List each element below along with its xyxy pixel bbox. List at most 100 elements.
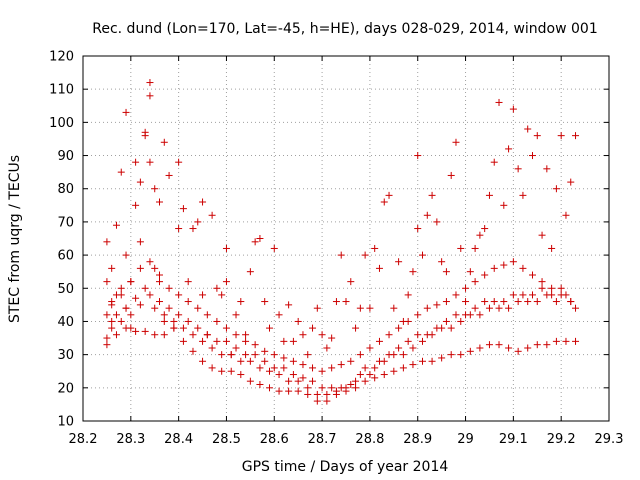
data-point — [390, 367, 398, 375]
data-point — [481, 225, 489, 233]
data-point — [103, 238, 111, 246]
data-point — [371, 374, 379, 382]
data-point — [136, 264, 144, 272]
data-point — [156, 198, 164, 206]
data-point — [146, 291, 154, 299]
x-tick-label: 28.3 — [116, 432, 145, 447]
data-point — [132, 158, 140, 166]
data-point — [256, 235, 264, 242]
data-point — [567, 178, 575, 186]
y-tick-label: 30 — [57, 348, 74, 363]
data-point — [562, 211, 570, 219]
data-point — [122, 324, 130, 332]
data-point — [505, 145, 513, 153]
data-point — [136, 238, 144, 246]
data-point — [294, 317, 302, 325]
data-point — [514, 165, 522, 173]
data-point — [352, 384, 360, 392]
grid-lines — [83, 56, 609, 421]
data-point — [309, 324, 317, 332]
data-point — [108, 298, 116, 306]
data-point — [543, 165, 551, 173]
data-point — [242, 351, 250, 359]
data-point — [242, 331, 250, 339]
data-point — [485, 304, 493, 312]
data-point — [438, 324, 446, 332]
x-tick-label: 28.7 — [308, 432, 337, 447]
data-point — [222, 244, 230, 252]
x-tick-label: 28.9 — [403, 432, 432, 447]
data-point — [160, 317, 168, 325]
data-point — [462, 298, 470, 306]
data-point — [199, 357, 207, 365]
data-point — [567, 298, 575, 306]
data-point — [361, 251, 369, 259]
data-point — [533, 341, 541, 349]
data-point — [414, 331, 422, 339]
data-point — [313, 390, 321, 398]
data-point — [189, 347, 197, 355]
data-point — [265, 384, 273, 392]
data-point — [414, 152, 422, 160]
axis-ticks: 28.2 28.3 28.4 28.5 28.6 28.7 28.8 28.9 29 29.1 29… — [49, 50, 623, 448]
data-point — [208, 344, 216, 352]
data-point — [112, 311, 120, 319]
data-point — [361, 364, 369, 372]
data-point — [380, 371, 388, 379]
data-point — [528, 271, 536, 279]
data-point — [222, 337, 230, 345]
data-point — [390, 351, 398, 359]
data-point — [117, 317, 125, 325]
data-point — [500, 298, 508, 306]
data-point — [395, 344, 403, 352]
data-point — [304, 390, 312, 398]
data-point — [404, 337, 412, 345]
data-point — [141, 327, 149, 335]
data-point — [194, 218, 202, 226]
data-point — [299, 331, 307, 339]
data-point — [481, 271, 489, 279]
data-point — [337, 251, 345, 259]
data-point — [528, 152, 536, 160]
data-point — [347, 357, 355, 365]
data-point — [505, 304, 513, 312]
data-point — [404, 291, 412, 299]
data-point — [170, 317, 178, 325]
data-point — [375, 337, 383, 345]
data-point — [380, 357, 388, 365]
data-point — [328, 334, 336, 342]
y-tick-label: 70 — [57, 215, 74, 230]
data-point — [170, 324, 178, 332]
data-point — [232, 344, 240, 352]
data-point — [380, 198, 388, 206]
data-point — [548, 291, 556, 299]
x-tick-label: 29.2 — [547, 432, 576, 447]
data-point — [528, 291, 536, 299]
data-point — [500, 201, 508, 209]
data-point — [108, 264, 116, 272]
data-point — [328, 364, 336, 372]
data-point — [438, 258, 446, 266]
data-point — [261, 298, 269, 306]
data-point — [285, 387, 293, 395]
data-point — [289, 371, 297, 379]
data-point — [199, 337, 207, 345]
data-point — [371, 364, 379, 372]
data-point — [404, 317, 412, 325]
x-tick-label: 28.6 — [260, 432, 289, 447]
data-point — [194, 304, 202, 312]
data-point — [557, 284, 565, 292]
data-point — [352, 377, 360, 385]
data-point — [414, 225, 422, 233]
y-tick-label: 80 — [57, 182, 74, 197]
data-point — [419, 251, 427, 259]
data-point — [146, 258, 154, 266]
data-point — [332, 298, 340, 306]
data-point — [428, 331, 436, 339]
data-point — [165, 304, 173, 312]
data-point — [375, 264, 383, 272]
data-point — [466, 268, 474, 276]
y-tick-label: 110 — [49, 83, 74, 98]
data-point — [390, 304, 398, 312]
data-point — [433, 301, 441, 309]
